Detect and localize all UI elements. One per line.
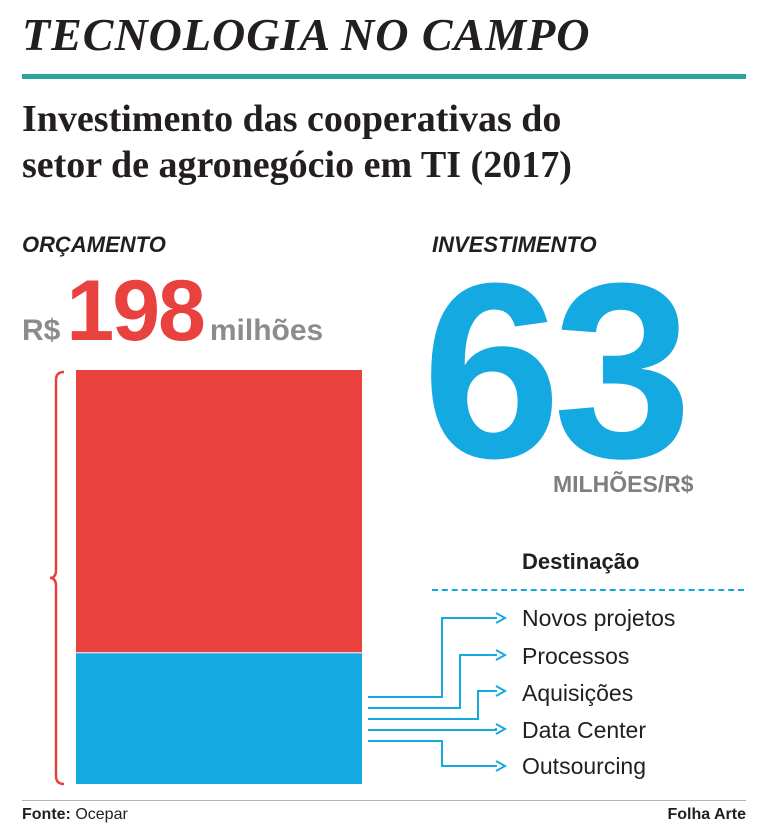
bar-segment-investment [76,653,362,784]
destination-item-novos-projetos: Novos projetos [522,605,676,631]
budget-bracket [49,370,65,786]
bar-segment-rest [76,370,362,653]
chart-title: Investimento das cooperativas do setor d… [22,96,742,188]
connector-line [368,728,497,731]
connector-line [368,654,497,709]
arrowhead-icon [495,685,508,697]
chart-title-line-1: Investimento das cooperativas do [22,98,562,140]
investment-value: 63 [422,231,692,510]
section-rule [22,74,746,79]
destination-item-processos: Processos [522,643,630,669]
budget-unit: milhões [209,314,324,347]
arrowhead-icon [495,760,508,772]
destination-divider [432,589,744,591]
budget-currency: R$ [22,314,61,347]
arrowhead-icon [495,649,508,661]
footer-rule [22,800,746,801]
budget-value: 198 [66,263,205,359]
destination-title: Destinação [522,549,640,574]
connector-line [368,740,497,767]
arrowhead-icon [495,723,508,735]
chart-title-line-2: setor de agronegócio em TI (2017) [22,144,572,186]
section-heading: TECNOLOGIA NO CAMPO [22,9,591,60]
arrowhead-icon [495,612,508,624]
connector-line [368,690,497,720]
connector-line [368,617,497,698]
credit-note: Folha Arte [667,806,746,823]
investment-label: INVESTIMENTO [432,232,597,257]
budget-figure: R$198 milhões [22,262,323,361]
destination-item-data-center: Data Center [522,717,647,743]
destination-item-outsourcing: Outsourcing [522,753,647,779]
source-label: Fonte: [22,806,71,823]
source-value: Ocepar [75,806,128,823]
budget-label: ORÇAMENTO [22,232,166,257]
destination-arrows [368,612,508,772]
destination-item-aquisicoes: Aquisições [522,680,634,706]
investment-unit: MILHÕES/R$ [553,471,694,497]
source-note: Fonte: Ocepar [22,806,128,824]
